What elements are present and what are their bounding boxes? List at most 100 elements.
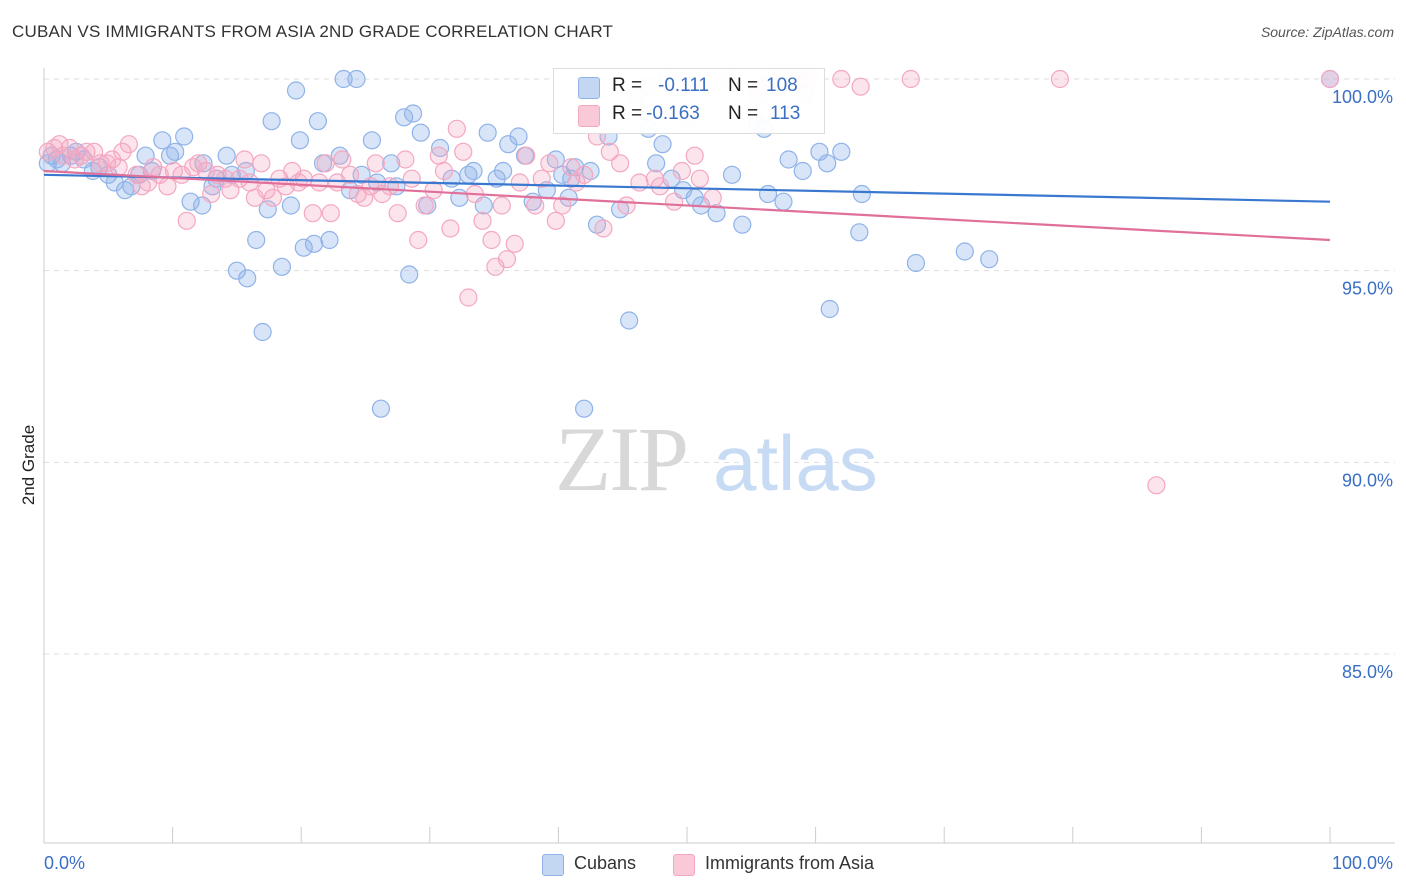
asia-point bbox=[1320, 69, 1340, 89]
asia-point bbox=[85, 142, 104, 161]
asia-point bbox=[703, 188, 722, 207]
asia-point bbox=[901, 69, 920, 89]
cubans-n-value: 108 bbox=[766, 75, 798, 96]
asia-point bbox=[553, 196, 572, 215]
cuban-point bbox=[852, 184, 871, 204]
cuban-point bbox=[217, 146, 236, 165]
asia-point bbox=[50, 135, 69, 154]
cuban-point bbox=[411, 123, 430, 142]
cuban-point bbox=[793, 161, 812, 181]
asia-point bbox=[447, 119, 466, 138]
asia-point bbox=[482, 230, 501, 250]
asia-point bbox=[77, 142, 96, 161]
cuban-point bbox=[290, 131, 310, 150]
asia-point bbox=[690, 169, 709, 188]
cuban-point bbox=[647, 154, 666, 173]
asia-point bbox=[546, 211, 565, 230]
asia-point bbox=[434, 161, 454, 181]
asia-point bbox=[333, 150, 352, 169]
asia-point bbox=[497, 250, 517, 269]
asia-point bbox=[459, 288, 478, 307]
watermark: ZIP atlas bbox=[555, 408, 878, 510]
asia-point bbox=[441, 219, 460, 238]
cuban-point bbox=[820, 299, 839, 319]
cuban-point bbox=[832, 142, 851, 161]
cuban-point bbox=[722, 165, 742, 184]
y-tick-label: 90.0% bbox=[1342, 470, 1393, 490]
asia-point bbox=[202, 184, 221, 204]
asia-point bbox=[473, 211, 492, 230]
asia-point bbox=[409, 230, 428, 250]
asia-point bbox=[665, 192, 684, 211]
cuban-point bbox=[181, 192, 200, 211]
asia-point bbox=[1050, 69, 1070, 89]
cuban-point bbox=[818, 154, 837, 173]
asia-point bbox=[366, 154, 385, 173]
y-tick-label: 100.0% bbox=[1332, 87, 1393, 107]
asia-legend-label: Immigrants from Asia bbox=[705, 853, 875, 873]
cuban-point bbox=[382, 154, 401, 173]
asia-swatch bbox=[578, 105, 600, 127]
cuban-point bbox=[153, 131, 172, 150]
cuban-point bbox=[430, 138, 450, 158]
cuban-point bbox=[286, 81, 306, 100]
cuban-point bbox=[334, 69, 353, 89]
asia-trend-line bbox=[43, 169, 1331, 242]
x-tick-label: 100.0% bbox=[1332, 853, 1393, 873]
cuban-point bbox=[509, 127, 528, 146]
axes bbox=[43, 68, 1395, 844]
asia-point bbox=[424, 181, 443, 200]
asia-point bbox=[1147, 476, 1166, 495]
cuban-point bbox=[906, 253, 926, 273]
asia-point bbox=[611, 154, 630, 173]
cuban-point bbox=[253, 322, 272, 342]
asia-point bbox=[396, 150, 415, 169]
asia-point bbox=[303, 204, 322, 223]
trend-lines bbox=[43, 169, 1331, 242]
r-label: R = bbox=[612, 75, 643, 96]
cuban-point bbox=[308, 112, 328, 131]
cuban-point bbox=[227, 261, 246, 280]
cuban-point bbox=[403, 104, 423, 123]
asia-point bbox=[650, 177, 670, 196]
asia-point bbox=[832, 69, 851, 89]
asia-point bbox=[91, 154, 110, 173]
asia-point bbox=[575, 165, 594, 184]
cuban-point bbox=[362, 131, 382, 150]
y-axis-label: 2nd Grade bbox=[19, 425, 38, 505]
cuban-point bbox=[371, 399, 391, 418]
asia-point bbox=[851, 77, 870, 96]
cuban-point bbox=[262, 112, 281, 131]
data-points bbox=[38, 69, 1340, 495]
asia-n-value: 113 bbox=[770, 103, 801, 124]
chart-title: CUBAN VS IMMIGRANTS FROM ASIA 2ND GRADE … bbox=[12, 22, 614, 41]
cuban-point bbox=[653, 135, 672, 154]
asia-point bbox=[109, 158, 128, 177]
n-label: N = bbox=[728, 75, 759, 96]
cuban-point bbox=[464, 161, 483, 181]
cuban-point bbox=[272, 257, 292, 276]
asia-point bbox=[600, 142, 619, 161]
asia-point bbox=[316, 154, 335, 173]
cubans-swatch bbox=[578, 77, 600, 99]
asia-point bbox=[235, 150, 254, 169]
correlation-legend: R = -0.111 N = 108 R = -0.163 N = 113 bbox=[553, 68, 825, 134]
asia-point bbox=[177, 211, 196, 230]
tick-labels: 100.0% 95.0% 90.0% 85.0% 0.0% 100.0% bbox=[44, 87, 1393, 873]
cuban-point bbox=[955, 242, 974, 261]
cuban-point bbox=[494, 161, 513, 181]
y-tick-label: 85.0% bbox=[1342, 662, 1393, 682]
cubans-legend-swatch bbox=[542, 854, 564, 876]
cubans-legend-label: Cubans bbox=[574, 853, 637, 873]
asia-point bbox=[510, 173, 529, 192]
r-label: R = bbox=[612, 103, 643, 124]
cuban-point bbox=[238, 269, 257, 288]
n-label: N = bbox=[728, 103, 759, 124]
cuban-point bbox=[499, 135, 518, 154]
asia-point bbox=[594, 219, 613, 238]
asia-point bbox=[402, 169, 421, 188]
cubans-trend-line bbox=[43, 173, 1331, 203]
asia-point bbox=[310, 173, 329, 192]
cuban-point bbox=[779, 150, 798, 169]
cuban-point bbox=[175, 127, 194, 146]
